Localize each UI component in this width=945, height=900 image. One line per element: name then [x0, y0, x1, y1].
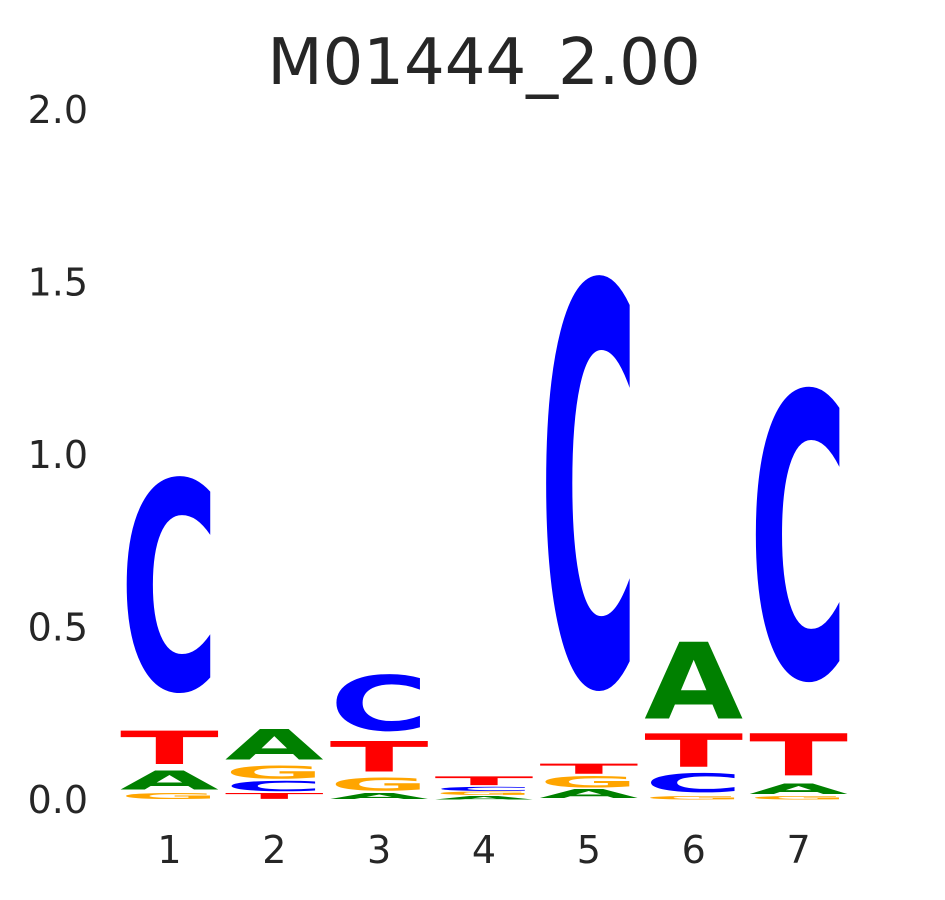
- logo-letter-T: T: [435, 774, 534, 788]
- logo-letter-G: G: [330, 774, 429, 795]
- logo-letter-T: T: [330, 733, 429, 782]
- logo-letter-G: G: [435, 791, 534, 797]
- logo-letter-T: T: [644, 725, 743, 778]
- logo-letter-C: C: [539, 174, 638, 814]
- x-tick-label: 6: [682, 828, 706, 872]
- logo-letter-T: T: [225, 792, 324, 801]
- logo-letter-C: C: [644, 768, 743, 798]
- logo-letter-G: G: [644, 795, 743, 801]
- y-tick-label: 1.5: [28, 261, 88, 305]
- logo-letter-A: A: [120, 765, 219, 795]
- x-axis: 1 2 3 4 5 6 7: [157, 828, 810, 872]
- x-tick-label: 5: [577, 828, 601, 872]
- logo-letter-A: A: [749, 781, 848, 797]
- logo-letter-A: A: [539, 787, 638, 801]
- y-tick-label: 0.0: [28, 778, 88, 822]
- y-tick-label: 2.0: [28, 88, 88, 132]
- logo-letter-C: C: [225, 778, 324, 794]
- chart-title: M01444_2.00: [267, 26, 700, 100]
- logo-letter-T: T: [749, 722, 848, 789]
- logo-letter-A: A: [435, 795, 534, 801]
- x-tick-label: 3: [367, 828, 391, 872]
- logo-letter-T: T: [120, 722, 219, 775]
- x-tick-label: 2: [262, 828, 286, 872]
- logo-letter-T: T: [539, 761, 638, 777]
- logo-letter-C: C: [330, 660, 429, 748]
- logo-letter-C: C: [435, 786, 534, 792]
- logo-letter-G: G: [225, 762, 324, 783]
- logo-letter-G: G: [539, 773, 638, 792]
- logo-letter-G: G: [120, 792, 219, 801]
- x-tick-label: 7: [786, 828, 810, 872]
- y-axis: 0.0 0.5 1.0 1.5 2.0: [28, 88, 88, 822]
- logo-letter-C: C: [749, 314, 848, 769]
- logo-letter-C: C: [120, 423, 219, 757]
- x-tick-label: 4: [472, 828, 496, 872]
- logo-letter-G: G: [749, 795, 848, 801]
- logo-letter-A: A: [330, 792, 429, 801]
- x-tick-label: 1: [157, 828, 181, 872]
- logo-letter-A: A: [644, 620, 743, 743]
- y-tick-label: 0.5: [28, 606, 88, 650]
- y-tick-label: 1.0: [28, 433, 88, 477]
- logo-letter-A: A: [225, 721, 324, 769]
